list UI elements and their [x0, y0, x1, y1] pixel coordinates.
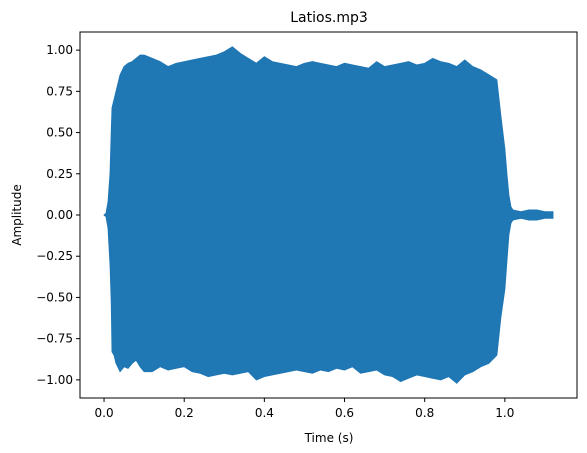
y-tick-label: 1.00	[46, 43, 73, 57]
x-tick-label: 1.0	[495, 406, 514, 420]
y-tick-label: 0.25	[46, 167, 73, 181]
y-axis-ticks: −1.00 −0.75 −0.50 −0.25 0.00 0.25 0.50 0.75 1.00	[36, 43, 80, 387]
x-tick-label: 0.4	[255, 406, 274, 420]
x-tick-label: 0.8	[415, 406, 434, 420]
axes-frame	[79, 31, 578, 399]
waveform-series-0	[103, 46, 554, 384]
x-tick-label: 0.0	[95, 406, 114, 420]
y-tick-label: −0.25	[36, 249, 73, 263]
chart-title: Latios.mp3	[290, 10, 368, 26]
x-tick-label: 0.6	[335, 406, 354, 420]
y-tick-label: 0.75	[46, 84, 73, 98]
x-axis-label: Time (s)	[304, 431, 354, 445]
y-tick-label: 0.50	[46, 126, 73, 140]
plot-area	[103, 46, 554, 384]
x-tick-label: 0.2	[175, 406, 194, 420]
x-axis-ticks: 0.0 0.2 0.4 0.6 0.8 1.0	[95, 398, 514, 420]
y-tick-label: −0.50	[36, 290, 73, 304]
y-tick-label: −1.00	[36, 373, 73, 387]
y-axis-label: Amplitude	[10, 184, 24, 246]
y-tick-label: −0.75	[36, 332, 73, 346]
y-tick-label: 0.00	[46, 208, 73, 222]
